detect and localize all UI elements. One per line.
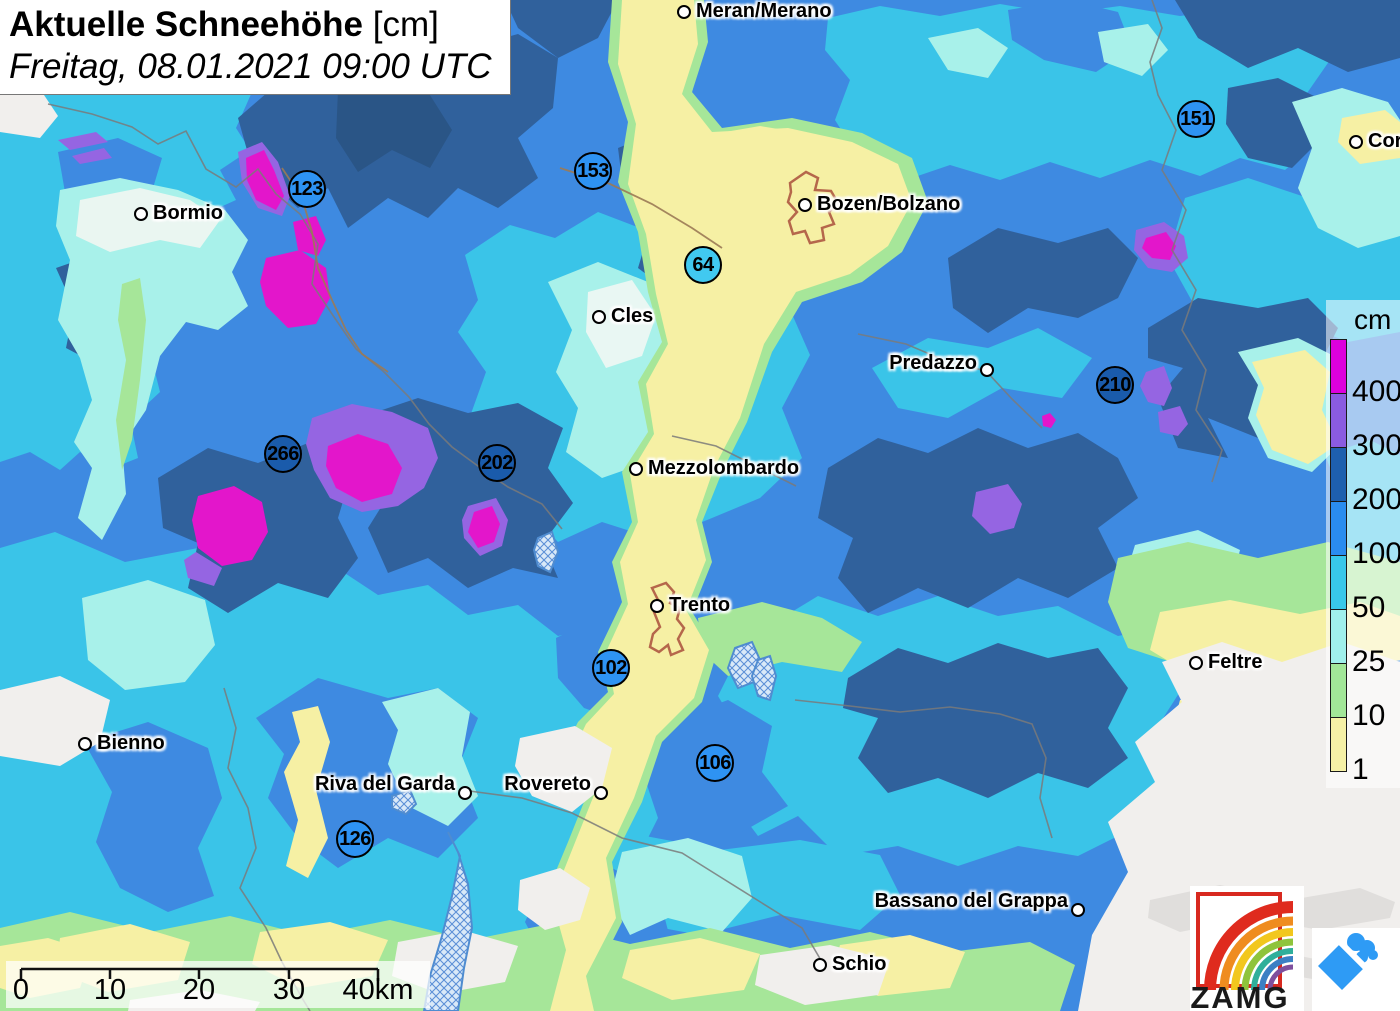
city-label: Riva del Garda: [314, 773, 455, 795]
legend-color-swatch: [1330, 339, 1347, 394]
legend-color-swatch: [1330, 393, 1347, 448]
scale-bar-label: 20: [182, 974, 216, 1006]
legend-color-swatch: [1330, 447, 1347, 502]
city-label: Bormio: [153, 202, 223, 224]
legend-color-swatch: [1330, 717, 1347, 772]
terrain-magenta: [192, 150, 1176, 566]
legend-unit-label: cm: [1354, 304, 1392, 335]
city-label: Schio: [832, 953, 887, 975]
station-snow-depth-210: 210: [1096, 366, 1134, 404]
legend-class-row: 25: [1330, 609, 1385, 677]
city-marker-icon: [594, 786, 608, 800]
city-marker-icon: [650, 599, 664, 613]
legend-class-label: 25: [1352, 645, 1386, 678]
legend-class-row: 200: [1330, 447, 1400, 515]
terrain-darkest: [336, 70, 452, 172]
scale-bar-ruler: [19, 967, 380, 981]
city-label: Bienno: [97, 732, 165, 754]
city-marker-icon: [1349, 135, 1363, 149]
station-snow-depth-64: 64: [684, 246, 722, 284]
city-marker-icon: [980, 363, 994, 377]
city-marker-icon: [677, 5, 691, 19]
station-snow-depth-102: 102: [592, 649, 630, 687]
legend-class-label: 10: [1352, 699, 1386, 732]
station-snow-depth-123: 123: [288, 170, 326, 208]
map-scale-bar: 0 10 20 30 40km: [6, 961, 430, 1008]
map-title: Aktuelle Schneehöhe [cm]: [9, 3, 501, 46]
map-title-unit: [cm]: [372, 5, 439, 44]
snow-report-app-logo: [1312, 928, 1400, 1011]
station-snow-depth-106: 106: [696, 744, 734, 782]
terrain-pale-core: [586, 280, 656, 368]
station-snow-depth-202: 202: [478, 444, 516, 482]
legend-class-row: 100: [1330, 501, 1400, 569]
legend-class-row: 300: [1330, 393, 1400, 461]
city-marker-icon: [629, 462, 643, 476]
zamg-wordmark: ZAMG: [1190, 980, 1289, 1011]
legend-class-label: 1: [1352, 753, 1369, 786]
legend-class-label: 50: [1352, 591, 1386, 624]
title-box: Aktuelle Schneehöhe [cm] Freitag, 08.01.…: [0, 0, 511, 96]
legend-color-swatch: [1330, 501, 1347, 556]
legend-class-row: 10: [1330, 663, 1385, 731]
map-title-text: Aktuelle Schneehöhe: [9, 5, 363, 44]
city-label: Cles: [611, 305, 654, 327]
zamg-logo: ZAMG: [1190, 886, 1304, 1011]
station-snow-depth-151: 151: [1177, 100, 1215, 138]
terrain-pale-core: [76, 188, 220, 252]
city-marker-icon: [458, 786, 472, 800]
city-label: Predazzo: [889, 352, 977, 374]
legend-class-row: 50: [1330, 555, 1385, 623]
zamg-rainbow-icon: ZAMG: [1190, 892, 1294, 1011]
station-snow-depth-153: 153: [574, 152, 612, 190]
scale-bar-label: 10: [93, 974, 127, 1006]
station-snow-depth-266: 266: [264, 435, 302, 473]
lakes: [391, 530, 778, 1011]
city-marker-icon: [1071, 903, 1085, 917]
city-label: Bozen/Bolzano: [817, 193, 961, 215]
city-marker-icon: [134, 207, 148, 221]
legend-class-label: 400: [1352, 375, 1400, 408]
city-label: Bassano del Grappa: [874, 890, 1068, 912]
city-label: Mezzolombardo: [648, 457, 800, 479]
mountain-cloud-icon: [1318, 931, 1378, 990]
city-label: Meran/Merano: [696, 0, 832, 22]
legend-class-row: 1: [1330, 717, 1369, 785]
city-label: Feltre: [1208, 651, 1263, 673]
scale-bar-label: 30: [272, 974, 306, 1006]
city-marker-icon: [592, 310, 606, 324]
legend-color-scale: 400 300 200 100 50 25 10 1: [1330, 339, 1400, 785]
scale-bar-label: 40km: [342, 974, 414, 1006]
legend-class-label: 100: [1352, 537, 1400, 570]
city-marker-icon: [813, 958, 827, 972]
legend-color-swatch: [1330, 609, 1347, 664]
city-label: Rovereto: [504, 773, 591, 795]
city-marker-icon: [1189, 656, 1203, 670]
legend-class-label: 200: [1352, 483, 1400, 516]
city-label: Corti: [1368, 130, 1400, 152]
city-label: Trento: [669, 594, 731, 616]
scale-bar-label: 0: [12, 974, 30, 1006]
city-marker-icon: [798, 198, 812, 212]
legend-class-row: 400: [1330, 339, 1400, 407]
map-datetime: Freitag, 08.01.2021 09:00 UTC: [9, 47, 492, 87]
city-marker-icon: [78, 737, 92, 751]
city-boundary-outlines: [648, 170, 840, 657]
station-snow-depth-126: 126: [336, 820, 374, 858]
legend-class-label: 300: [1352, 429, 1400, 462]
snow-depth-legend: cm 400 300 200 100 50 25 10 1: [1326, 300, 1400, 788]
border-lines: [47, 0, 1223, 1011]
legend-color-swatch: [1330, 555, 1347, 610]
legend-color-swatch: [1330, 663, 1347, 718]
